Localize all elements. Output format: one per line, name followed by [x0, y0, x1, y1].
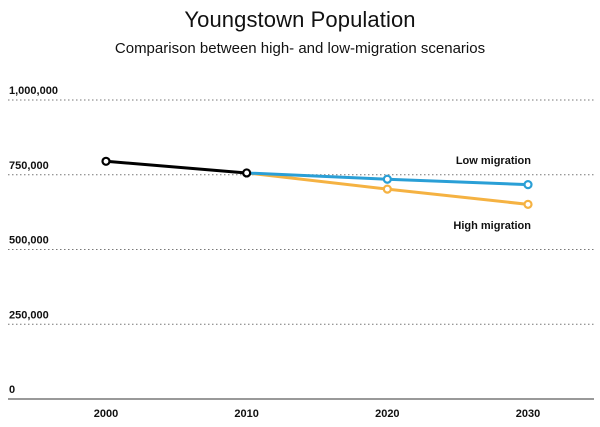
x-tick-label: 2020 — [375, 408, 399, 420]
data-point — [382, 184, 392, 194]
x-tick-label: 2010 — [234, 408, 258, 420]
series-label-low-migration: Low migration — [456, 155, 531, 167]
data-point — [523, 199, 533, 209]
data-point — [523, 180, 533, 190]
historical-line — [104, 159, 249, 175]
chart-title: Youngstown Population — [184, 7, 416, 32]
series-label-high-migration: High migration — [453, 220, 531, 232]
data-point — [242, 168, 252, 178]
x-tick-label: 2000 — [94, 408, 118, 420]
y-tick-label: 750,000 — [9, 160, 49, 172]
data-point — [101, 156, 111, 166]
x-tick-label: 2030 — [516, 408, 540, 420]
y-tick-label: 1,000,000 — [9, 85, 58, 97]
chart-subtitle: Comparison between high- and low-migrati… — [114, 40, 486, 57]
y-tick-label: 500,000 — [9, 235, 49, 247]
y-tick-label: 0 — [9, 384, 15, 396]
y-tick-label: 250,000 — [9, 309, 49, 321]
data-point — [382, 174, 392, 184]
